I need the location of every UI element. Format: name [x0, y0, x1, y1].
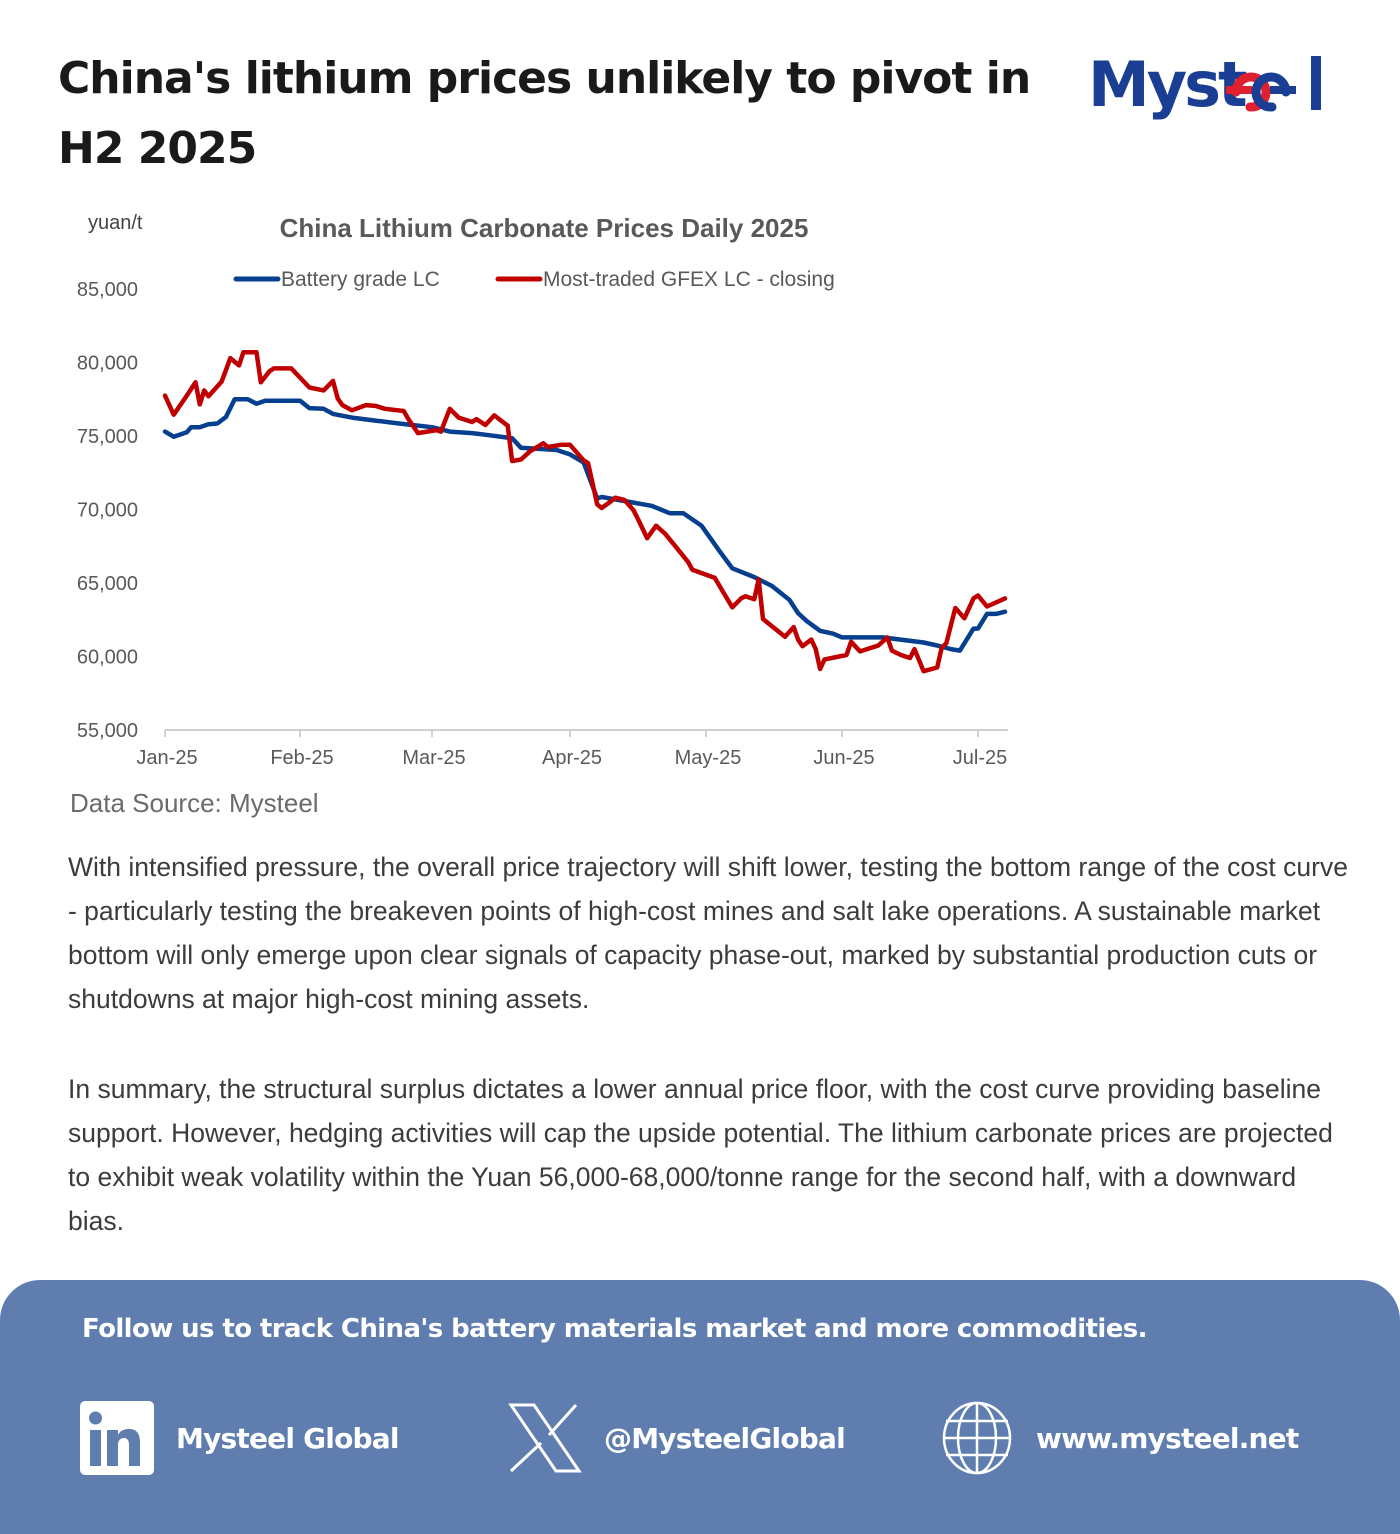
linkedin-label: Mysteel Global	[176, 1421, 399, 1455]
y-tick-label: 80,000	[77, 353, 138, 375]
y-tick-label: 75,000	[77, 426, 138, 448]
x-tick-label: Apr-25	[542, 747, 602, 769]
mysteel-logo: Myst	[1088, 48, 1321, 121]
x-tick-label: Jan-25	[136, 747, 197, 769]
x-tick-label: May-25	[675, 747, 742, 769]
linkedin-link[interactable]: Mysteel Global	[80, 1398, 399, 1478]
footer-call-to-action: Follow us to track China's battery mater…	[82, 1314, 1148, 1344]
page-title: China's lithium prices unlikely to pivot…	[58, 53, 1031, 174]
chart-title: China Lithium Carbonate Prices Daily 202…	[280, 213, 809, 243]
y-tick-label: 60,000	[77, 647, 138, 669]
globe-icon	[942, 1401, 1012, 1475]
x-axis: Jan-25 Feb-25 Mar-25 Apr-25 May-25 Jun-25 Jul-…	[136, 729, 1008, 769]
x-link[interactable]: @MysteelGlobal	[508, 1398, 846, 1478]
legend-label: Most-traded GFEX LC - closing	[543, 268, 835, 291]
logo-ee-mark	[1226, 72, 1296, 112]
data-source-note: Data Source: Mysteel	[70, 788, 319, 818]
x-tick-label: Jul-25	[953, 747, 1007, 769]
body-paragraph-2: In summary, the structural surplus dicta…	[68, 1074, 1333, 1236]
y-tick-label: 85,000	[77, 279, 138, 301]
x-icon	[508, 1403, 582, 1473]
linkedin-icon	[80, 1401, 154, 1475]
series-gfex-closing	[162, 349, 1008, 674]
series-line	[162, 397, 1008, 653]
x-label: @MysteelGlobal	[604, 1421, 846, 1455]
svg-text:Myst: Myst	[1088, 48, 1247, 121]
y-tick-label: 65,000	[77, 573, 138, 595]
x-tick-label: Jun-25	[813, 747, 874, 769]
body-paragraph-1: With intensified pressure, the overall p…	[68, 852, 1348, 1014]
legend-label: Battery grade LC	[281, 268, 440, 291]
series-battery-grade	[162, 397, 1008, 653]
x-tick-label: Mar-25	[402, 747, 465, 769]
y-tick-label: 55,000	[77, 720, 138, 742]
footer-banner: Follow us to track China's battery mater…	[0, 1280, 1400, 1534]
series-group	[162, 349, 1008, 674]
y-axis-label: yuan/t	[88, 212, 143, 234]
line-chart: yuan/t China Lithium Carbonate Prices Da…	[77, 212, 1008, 769]
website-label: www.mysteel.net	[1036, 1421, 1299, 1455]
y-axis: 55,000 60,000 65,000 70,000 75,000 80,000 85,0…	[77, 279, 138, 742]
legend: Battery grade LC Most-traded GFEX LC - cl…	[233, 268, 835, 291]
y-tick-label: 70,000	[77, 500, 138, 522]
x-tick-label: Feb-25	[270, 747, 333, 769]
website-link[interactable]: www.mysteel.net	[940, 1398, 1299, 1478]
